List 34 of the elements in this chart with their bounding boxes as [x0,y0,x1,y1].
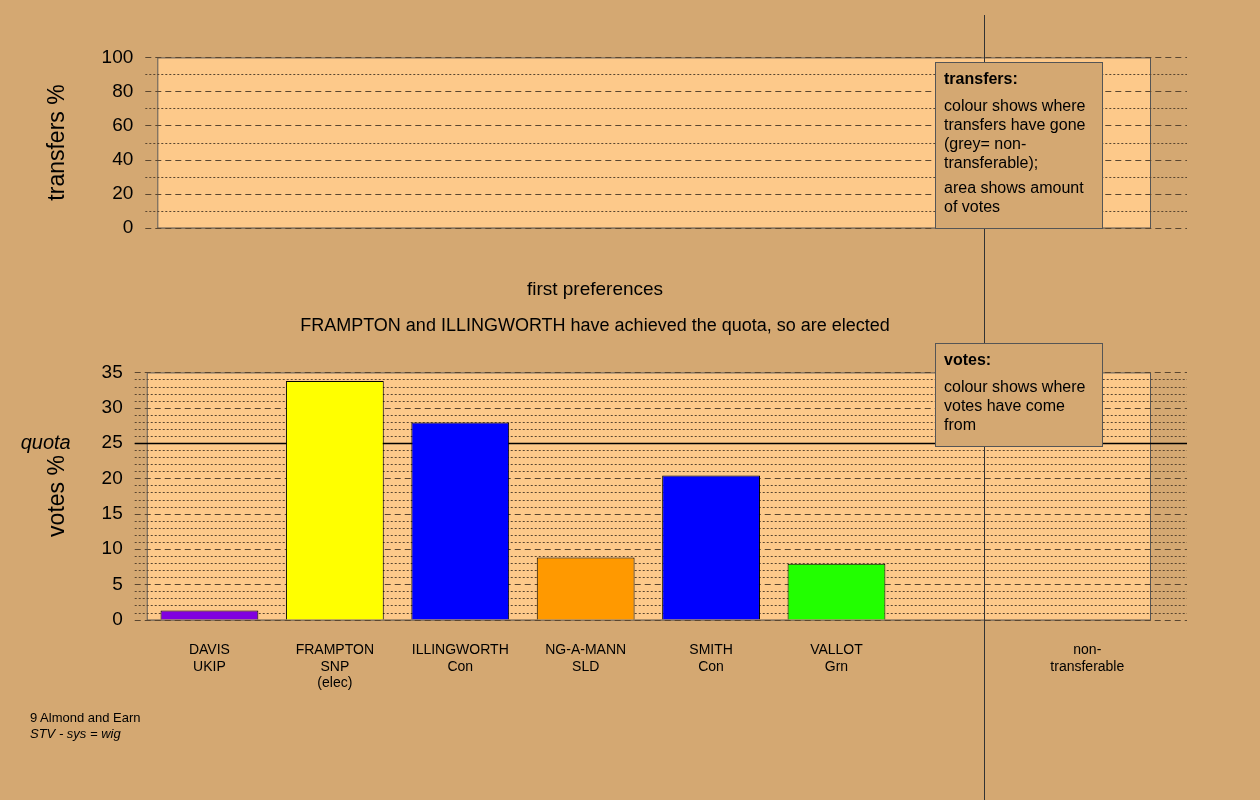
y-axis-title: votes % [43,455,70,537]
chart-subtitle: FRAMPTON and ILLINGWORTH have achieved the quota, so are elected [300,314,890,335]
x-tick-label: non- transferable [1050,640,1125,674]
y-tick-label: 20 [101,466,123,488]
y-tick-label: 0 [112,607,123,629]
y-tick-label: 0 [122,215,134,237]
annotation: colour shows where transfers have gone (grey= non-transferable); [944,96,1087,172]
x-tick-label: SMITH Con [689,640,733,674]
y-axis-title: transfers % [43,84,70,201]
note-box: transfers: colour shows where transfers have gone (grey= non-transferable); area shows amount of votes [935,62,1103,229]
note-box: votes: colour shows where votes have come from [935,343,1103,447]
y-tick-label: 35 [101,360,123,382]
x-tick-label: DAVIS UKIP [188,640,230,674]
x-tick-label: FRAMPTON SNP (elec) [295,640,374,691]
y-tick-label: 10 [101,537,123,559]
ref-line-label: quota [20,431,71,454]
y-tick-label: 100 [101,45,134,67]
y-tick-label: 80 [112,79,134,101]
annotation: area shows amount of votes [944,178,1085,216]
x-tick-label: VALLOT Grn [810,640,864,674]
text: STV - sys = wig [30,726,122,742]
x-tick-label: NG-A-MANN SLD [545,640,627,674]
y-tick-label: 25 [101,431,123,453]
y-tick-label: 40 [112,147,134,169]
y-tick-label: 30 [101,395,123,417]
y-tick-label: 15 [101,501,123,523]
annotation: transfers: [944,69,1019,88]
y-tick-label: 20 [112,181,134,203]
y-tick-label: 5 [112,572,123,594]
x-tick-label: ILLINGWORTH Con [411,640,509,674]
y-tick-label: 60 [112,113,134,135]
chart-title: first preferences [526,277,664,299]
annotation: colour shows where votes have come from [944,377,1087,434]
text: 9 Almond and Earn [30,710,141,726]
